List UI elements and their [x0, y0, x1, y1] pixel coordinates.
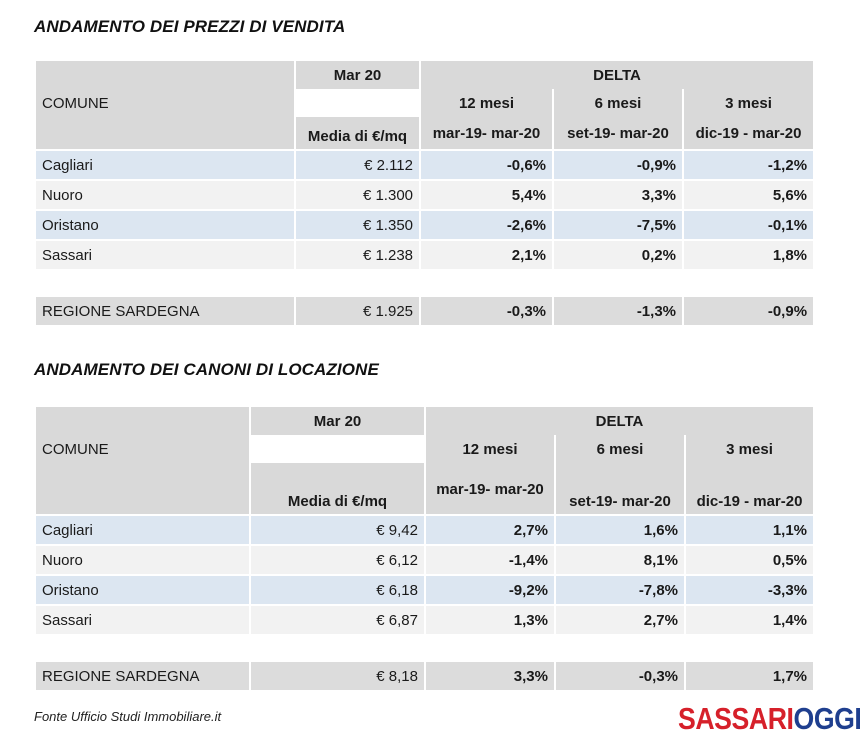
- table-row: Nuoro € 1.300 5,4% 3,3% 5,6%: [36, 179, 814, 210]
- region-delta-12-value: -0,3%: [419, 295, 553, 325]
- media-header: Media di €/mq: [294, 117, 420, 150]
- period-header: Mar 20: [249, 407, 425, 435]
- delta-6-value: -0,9%: [552, 149, 683, 180]
- sassarioggi-logo: SASSARIOGGI.IT: [678, 701, 860, 737]
- media-header: Media di €/mq: [249, 463, 425, 515]
- price-value: € 1.350: [294, 209, 420, 240]
- period-header: Mar 20: [294, 61, 420, 89]
- region-row: REGIONE SARDEGNA € 8,18 3,3% -0,3% 1,7%: [36, 660, 814, 690]
- range-12-months-header: mar-19- mar-20: [419, 117, 553, 150]
- region-delta-3-value: -0,9%: [681, 295, 814, 325]
- source-note: Fonte Ufficio Studi Immobiliare.it: [34, 709, 222, 724]
- range-6-months-header: set-19- mar-20: [554, 463, 685, 515]
- delta-3-value: 1,8%: [681, 239, 814, 269]
- table-row: Cagliari € 9,42 2,7% 1,6% 1,1%: [36, 514, 814, 545]
- delta-6-months-header: 6 mesi: [554, 435, 685, 463]
- delta-12-value: -1,4%: [424, 544, 555, 575]
- table-row: Sassari € 6,87 1,3% 2,7% 1,4%: [36, 604, 814, 634]
- delta-3-months-header: 3 mesi: [683, 435, 814, 463]
- delta-6-value: -7,5%: [552, 209, 683, 240]
- region-delta-6-value: -0,3%: [554, 660, 685, 690]
- delta-3-value: 0,5%: [683, 544, 814, 575]
- region-delta-12-value: 3,3%: [424, 660, 555, 690]
- rental-prices-title: ANDAMENTO DEI CANONI DI LOCAZIONE: [34, 360, 379, 379]
- region-rent-value: € 8,18: [249, 660, 425, 690]
- logo-part-oggi: OGGI.IT: [793, 701, 860, 736]
- region-delta-3-value: 1,7%: [683, 660, 814, 690]
- delta-6-value: 8,1%: [554, 544, 685, 575]
- comune-header: COMUNE: [36, 89, 295, 117]
- region-name: REGIONE SARDEGNA: [36, 660, 250, 690]
- delta-12-value: -2,6%: [419, 209, 553, 240]
- header-blank: [36, 407, 250, 435]
- table-row: Nuoro € 6,12 -1,4% 8,1% 0,5%: [36, 544, 814, 575]
- delta-12-months-header: 12 mesi: [419, 89, 553, 117]
- delta-3-value: -3,3%: [683, 574, 814, 605]
- delta-3-value: -1,2%: [681, 149, 814, 180]
- rental-prices-table: Mar 20 DELTA COMUNE 12 mesi 6 mesi 3 mes…: [36, 407, 814, 690]
- delta-3-value: 5,6%: [681, 179, 814, 210]
- delta-header: DELTA: [423, 407, 814, 435]
- comune-name: Sassari: [36, 604, 250, 634]
- region-delta-6-value: -1,3%: [552, 295, 683, 325]
- header-blank: [294, 89, 420, 117]
- rent-value: € 6,12: [249, 544, 425, 575]
- price-value: € 2.112: [294, 149, 420, 180]
- comune-name: Nuoro: [36, 544, 250, 575]
- header-blank: [36, 61, 295, 89]
- spacer: [36, 634, 814, 661]
- table-row: Oristano € 6,18 -9,2% -7,8% -3,3%: [36, 574, 814, 605]
- comune-name: Cagliari: [36, 514, 250, 545]
- delta-12-value: 5,4%: [419, 179, 553, 210]
- range-6-months-header: set-19- mar-20: [552, 117, 683, 150]
- comune-header: COMUNE: [36, 435, 250, 463]
- delta-12-value: 2,7%: [424, 514, 555, 545]
- comune-name: Oristano: [36, 209, 295, 240]
- delta-12-months-header: 12 mesi: [424, 435, 555, 463]
- range-3-months-header: dic-19 - mar-20: [681, 117, 814, 150]
- header-blank: [36, 117, 295, 150]
- table-row: Sassari € 1.238 2,1% 0,2% 1,8%: [36, 239, 814, 269]
- rent-value: € 6,87: [249, 604, 425, 634]
- delta-6-value: 2,7%: [554, 604, 685, 634]
- delta-12-value: -9,2%: [424, 574, 555, 605]
- delta-6-value: 0,2%: [552, 239, 683, 269]
- delta-12-value: 1,3%: [424, 604, 555, 634]
- comune-name: Oristano: [36, 574, 250, 605]
- comune-name: Nuoro: [36, 179, 295, 210]
- table-row: Cagliari € 2.112 -0,6% -0,9% -1,2%: [36, 149, 814, 180]
- logo-part-sassari: SASSARI: [678, 701, 794, 736]
- price-value: € 1.238: [294, 239, 420, 269]
- delta-3-value: 1,1%: [683, 514, 814, 545]
- range-3-months-header: dic-19 - mar-20: [683, 463, 814, 515]
- comune-name: Cagliari: [36, 149, 295, 180]
- comune-name: Sassari: [36, 239, 295, 269]
- header-blank: [249, 435, 425, 463]
- rent-value: € 9,42: [249, 514, 425, 545]
- delta-header: DELTA: [418, 61, 814, 89]
- spacer: [36, 269, 814, 296]
- region-price-value: € 1.925: [294, 295, 420, 325]
- region-row: REGIONE SARDEGNA € 1.925 -0,3% -1,3% -0,…: [36, 295, 814, 325]
- delta-3-value: 1,4%: [683, 604, 814, 634]
- sale-prices-table: Mar 20 DELTA COMUNE 12 mesi 6 mesi 3 mes…: [36, 61, 814, 325]
- range-12-months-header: mar-19- mar-20: [424, 463, 555, 515]
- delta-12-value: 2,1%: [419, 239, 553, 269]
- rent-value: € 6,18: [249, 574, 425, 605]
- price-value: € 1.300: [294, 179, 420, 210]
- delta-12-value: -0,6%: [419, 149, 553, 180]
- delta-6-value: 1,6%: [554, 514, 685, 545]
- delta-6-value: -7,8%: [554, 574, 685, 605]
- region-name: REGIONE SARDEGNA: [36, 295, 295, 325]
- delta-6-months-header: 6 mesi: [552, 89, 683, 117]
- delta-3-value: -0,1%: [681, 209, 814, 240]
- table-row: Oristano € 1.350 -2,6% -7,5% -0,1%: [36, 209, 814, 240]
- delta-3-months-header: 3 mesi: [681, 89, 814, 117]
- sale-prices-title: ANDAMENTO DEI PREZZI DI VENDITA: [34, 17, 346, 36]
- header-blank: [36, 463, 250, 515]
- delta-6-value: 3,3%: [552, 179, 683, 210]
